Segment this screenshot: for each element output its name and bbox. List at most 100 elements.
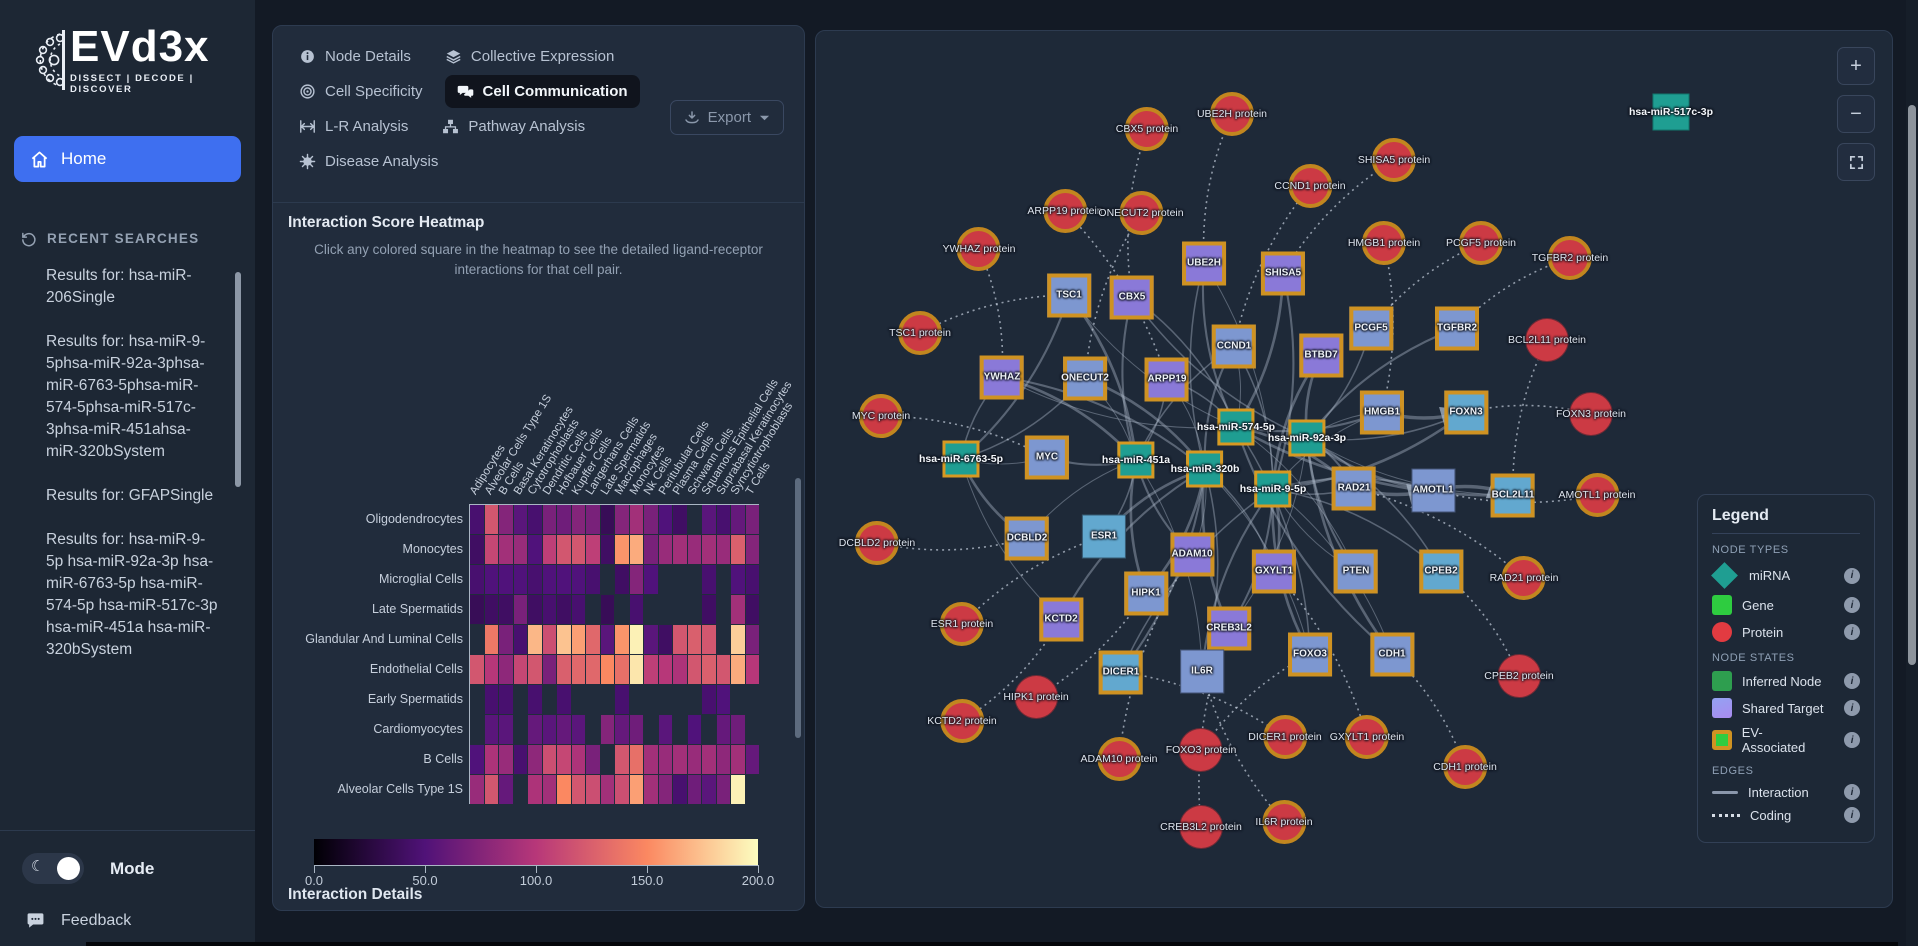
protein-node-il6r-protein[interactable]: IL6R protein [1255,800,1313,844]
heatmap-cell[interactable] [528,595,542,624]
export-button[interactable]: Export [669,100,784,135]
dark-mode-toggle[interactable]: ☾ [22,853,84,884]
heatmap-cell[interactable] [470,745,484,774]
mirna-node-hsa-mir-6763-5p[interactable]: hsa-miR-6763-5p [919,440,1003,478]
heatmap-cell[interactable] [499,715,513,744]
heatmap-cell[interactable] [745,745,759,774]
heatmap-cell[interactable] [571,535,585,564]
heatmap-cell[interactable] [484,715,498,744]
info-icon[interactable]: i [1844,807,1860,823]
heatmap-cell[interactable] [702,625,716,654]
heatmap-cell[interactable] [702,505,716,534]
heatmap-cell[interactable] [571,775,585,804]
heatmap-cell[interactable] [673,775,687,804]
heatmap-cell[interactable] [499,535,513,564]
heatmap-cell[interactable] [673,535,687,564]
heatmap-cell[interactable] [542,745,556,774]
heatmap-cell[interactable] [557,535,571,564]
heatmap-cell[interactable] [484,595,498,624]
info-icon[interactable]: i [1844,597,1860,613]
heatmap-cell[interactable] [542,535,556,564]
heatmap-cell[interactable] [600,535,614,564]
heatmap-cell[interactable] [484,655,498,684]
heatmap-cell[interactable] [644,745,658,774]
heatmap-cell[interactable] [629,565,643,594]
heatmap-cell[interactable] [557,625,571,654]
tab-cell-specificity[interactable]: Cell Specificity [287,75,435,108]
heatmap-cell[interactable] [542,565,556,594]
recent-search-item[interactable]: Results for: hsa-miR-206Single [46,267,192,306]
heatmap-cell[interactable] [615,535,629,564]
heatmap-cell[interactable] [731,505,745,534]
heatmap-cell[interactable] [702,655,716,684]
gene-node-hmgb1[interactable]: HMGB1 [1360,390,1404,434]
heatmap-cell[interactable] [571,715,585,744]
heatmap-cell[interactable] [731,775,745,804]
heatmap-cell[interactable] [484,685,498,714]
gene-node-gxylt1[interactable]: GXYLT1 [1252,549,1296,593]
heatmap-cell[interactable] [586,625,600,654]
heatmap-cell[interactable] [702,565,716,594]
heatmap-cell[interactable] [513,535,527,564]
heatmap-cell[interactable] [673,505,687,534]
heatmap-cell[interactable] [629,595,643,624]
heatmap-cell[interactable] [557,745,571,774]
heatmap-cell[interactable] [658,655,672,684]
heatmap-cell[interactable] [513,565,527,594]
heatmap-cell[interactable] [571,565,585,594]
gene-node-pcgf5[interactable]: PCGF5 [1349,306,1393,350]
heatmap-cell[interactable] [499,655,513,684]
heatmap-cell[interactable] [673,625,687,654]
info-icon[interactable]: i [1844,624,1860,640]
heatmap-cell[interactable] [513,505,527,534]
heatmap-cell[interactable] [557,595,571,624]
protein-node-adam10-protein[interactable]: ADAM10 protein [1080,737,1158,781]
heatmap-cell[interactable] [731,715,745,744]
info-icon[interactable]: i [1844,732,1861,748]
heatmap-cell[interactable] [470,565,484,594]
heatmap-cell[interactable] [687,775,701,804]
protein-node-ywhaz-protein[interactable]: YWHAZ protein [943,227,1015,271]
gene-node-arpp19[interactable]: ARPP19 [1145,357,1189,401]
heatmap-cell[interactable] [702,685,716,714]
gene-node-dicer1[interactable]: DICER1 [1099,650,1143,694]
gene-node-ube2h[interactable]: UBE2H [1182,241,1226,285]
heatmap-cell[interactable] [716,505,730,534]
heatmap-cell[interactable] [528,565,542,594]
heatmap-cell[interactable] [644,565,658,594]
heatmap-cell[interactable] [629,775,643,804]
heatmap-cell[interactable] [571,595,585,624]
protein-node-foxo3-protein[interactable]: FOXO3 protein [1166,728,1236,772]
heatmap-cell[interactable] [629,655,643,684]
recent-search-item[interactable]: Results for: hsa-miR-9-5p hsa-miR-92a-3p… [46,531,218,658]
heatmap-cell[interactable] [557,685,571,714]
heatmap-cell[interactable] [586,655,600,684]
heatmap-cell[interactable] [687,535,701,564]
fullscreen-button[interactable] [1837,143,1875,181]
heatmap-cell[interactable] [571,625,585,654]
protein-node-kctd2-protein[interactable]: KCTD2 protein [927,699,997,743]
heatmap-cell[interactable] [571,745,585,774]
heatmap-cell[interactable] [615,715,629,744]
protein-node-foxn3-protein[interactable]: FOXN3 protein [1556,392,1626,436]
gene-node-creb3l2[interactable]: CREB3L2 [1206,606,1252,650]
zoom-out-button[interactable]: − [1837,95,1875,133]
heatmap-cell[interactable] [629,745,643,774]
heatmap-cell[interactable] [542,595,556,624]
heatmap-cell[interactable] [586,565,600,594]
protein-node-dicer1-protein[interactable]: DICER1 protein [1248,715,1322,759]
heatmap-cell[interactable] [528,775,542,804]
heatmap-cell[interactable] [600,625,614,654]
heatmap-cell[interactable] [528,715,542,744]
heatmap-cell[interactable] [615,745,629,774]
heatmap-cell[interactable] [629,715,643,744]
heatmap-cell[interactable] [745,655,759,684]
heatmap-cell[interactable] [499,685,513,714]
heatmap-cell[interactable] [499,745,513,774]
heatmap-cell[interactable] [499,775,513,804]
recent-search-item[interactable]: Results for: hsa-miR-9-5phsa-miR-92a-3ph… [46,333,206,460]
heatmap-cell[interactable] [542,775,556,804]
heatmap-cell[interactable] [571,655,585,684]
heatmap-cell[interactable] [528,625,542,654]
heatmap-cell[interactable] [731,535,745,564]
